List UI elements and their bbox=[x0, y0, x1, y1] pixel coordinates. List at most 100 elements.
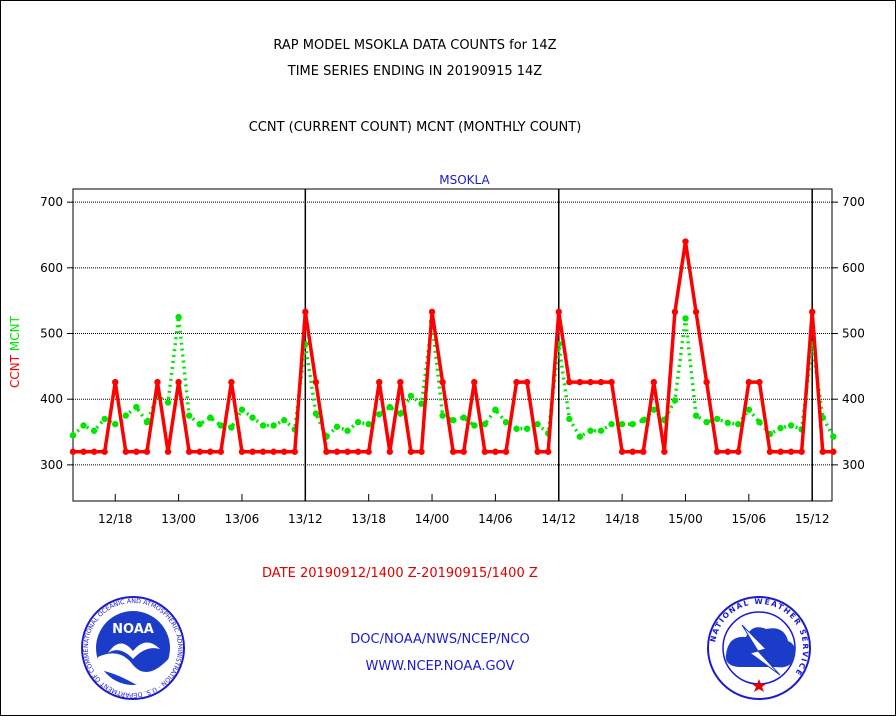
point-mcnt bbox=[587, 427, 594, 434]
y-tick-label-right: 300 bbox=[842, 458, 865, 472]
point-ccnt bbox=[819, 448, 826, 455]
point-mcnt bbox=[629, 420, 636, 428]
y-tick-label-left: 500 bbox=[40, 327, 63, 341]
point-mcnt bbox=[777, 424, 784, 432]
point-ccnt bbox=[259, 448, 267, 455]
point-ccnt bbox=[745, 378, 753, 386]
point-ccnt bbox=[682, 238, 689, 245]
point-mcnt bbox=[513, 425, 520, 432]
point-ccnt bbox=[671, 308, 679, 316]
point-mcnt bbox=[217, 422, 225, 429]
point-mcnt bbox=[787, 422, 795, 429]
x-tick-label: 15/06 bbox=[732, 512, 767, 526]
point-mcnt bbox=[650, 406, 657, 413]
y-tick-label-right: 700 bbox=[842, 195, 865, 209]
point-mcnt bbox=[703, 418, 710, 426]
point-ccnt bbox=[302, 308, 309, 316]
point-ccnt bbox=[587, 378, 594, 386]
point-ccnt bbox=[650, 378, 657, 386]
point-mcnt bbox=[270, 422, 277, 429]
point-mcnt bbox=[608, 420, 615, 428]
point-mcnt bbox=[164, 399, 172, 406]
point-ccnt bbox=[629, 448, 636, 455]
point-mcnt bbox=[713, 415, 721, 423]
point-ccnt bbox=[154, 378, 161, 386]
point-mcnt bbox=[259, 422, 267, 429]
credit-agency: DOC/NOAA/NWS/NCEP/NCO bbox=[350, 632, 530, 647]
point-mcnt bbox=[418, 400, 425, 407]
point-ccnt bbox=[523, 378, 531, 386]
point-ccnt bbox=[439, 378, 446, 386]
point-ccnt bbox=[312, 378, 320, 386]
point-ccnt bbox=[291, 448, 298, 455]
point-ccnt bbox=[386, 448, 393, 455]
point-mcnt bbox=[724, 419, 731, 427]
point-mcnt bbox=[492, 406, 499, 413]
credit-website: WWW.NCEP.NOAA.GOV bbox=[365, 659, 515, 674]
panel-label: MSOKLA bbox=[439, 173, 490, 187]
point-ccnt bbox=[365, 448, 372, 455]
point-ccnt bbox=[238, 448, 246, 455]
x-tick-label: 14/18 bbox=[605, 512, 640, 526]
point-ccnt bbox=[217, 448, 225, 455]
point-mcnt bbox=[228, 424, 235, 431]
y-tick-label-left: 600 bbox=[40, 261, 63, 275]
point-ccnt bbox=[101, 448, 108, 455]
point-mcnt bbox=[333, 423, 341, 430]
point-mcnt bbox=[249, 414, 256, 421]
point-ccnt bbox=[566, 378, 573, 386]
point-ccnt bbox=[608, 378, 615, 386]
point-mcnt bbox=[207, 414, 214, 421]
point-ccnt bbox=[407, 448, 415, 455]
point-ccnt bbox=[175, 378, 182, 386]
x-tick-label: 13/18 bbox=[351, 512, 386, 526]
point-mcnt bbox=[112, 420, 119, 428]
point-ccnt bbox=[164, 448, 172, 455]
point-mcnt bbox=[101, 415, 108, 423]
point-mcnt bbox=[756, 418, 763, 426]
point-mcnt bbox=[576, 433, 584, 440]
point-ccnt bbox=[69, 448, 77, 455]
point-mcnt bbox=[386, 403, 393, 411]
point-ccnt bbox=[703, 378, 710, 386]
svg-text:NOAA: NOAA bbox=[112, 622, 154, 637]
point-ccnt bbox=[809, 308, 816, 316]
x-tick-label: 13/00 bbox=[161, 512, 196, 526]
point-ccnt bbox=[492, 448, 499, 455]
point-ccnt bbox=[597, 378, 605, 386]
point-ccnt bbox=[787, 448, 795, 455]
plot-area bbox=[72, 188, 833, 502]
point-ccnt bbox=[428, 308, 436, 316]
point-ccnt bbox=[545, 448, 552, 455]
point-ccnt bbox=[618, 448, 626, 455]
point-mcnt bbox=[90, 427, 98, 434]
point-ccnt bbox=[122, 448, 129, 455]
y-tick-label-left: 300 bbox=[40, 458, 63, 472]
nws-logo: NATIONAL WEATHER SERVICE bbox=[707, 596, 811, 700]
point-mcnt bbox=[185, 412, 193, 419]
point-ccnt bbox=[354, 448, 362, 455]
point-ccnt bbox=[133, 448, 140, 455]
point-mcnt bbox=[523, 425, 531, 432]
point-ccnt bbox=[713, 448, 721, 455]
point-mcnt bbox=[122, 412, 129, 419]
point-ccnt bbox=[344, 448, 351, 455]
point-mcnt bbox=[460, 414, 467, 421]
point-ccnt bbox=[460, 448, 467, 455]
point-mcnt bbox=[143, 418, 151, 426]
point-mcnt bbox=[534, 420, 541, 428]
point-ccnt bbox=[207, 448, 214, 455]
point-mcnt bbox=[439, 412, 446, 419]
point-mcnt bbox=[365, 420, 372, 428]
point-ccnt bbox=[281, 448, 288, 455]
x-tick-label: 14/00 bbox=[415, 512, 450, 526]
y-tick-label-right: 600 bbox=[842, 261, 865, 275]
point-ccnt bbox=[376, 378, 383, 386]
point-mcnt bbox=[69, 432, 77, 439]
point-ccnt bbox=[80, 448, 87, 455]
point-ccnt bbox=[830, 448, 837, 455]
point-ccnt bbox=[196, 448, 203, 455]
date-range-label: DATE 20190912/1400 Z-20190915/1400 Z bbox=[262, 566, 538, 581]
point-mcnt bbox=[196, 420, 203, 428]
point-ccnt bbox=[228, 378, 235, 386]
